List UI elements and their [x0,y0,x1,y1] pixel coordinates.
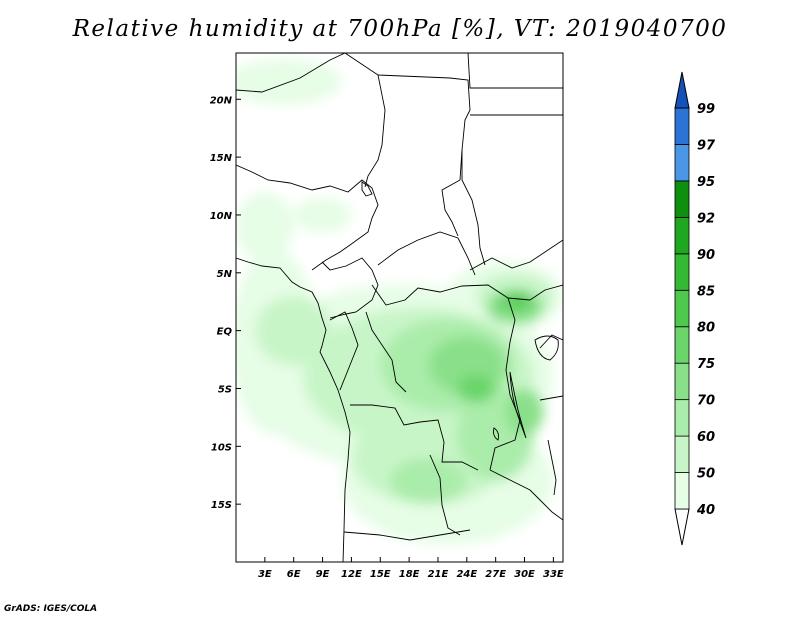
lake-chad [361,181,373,197]
border-gabon-congo [329,311,359,391]
longitude-ticks: 3E 6E 9E 12E 15E 18E 21E 24E 27E 30E 33E [258,557,564,580]
lake-malawi [547,439,557,496]
colorbar-label: 92 [697,211,715,226]
lake-tanganyika [509,371,527,439]
map-frame [235,52,564,563]
humidity-region [236,191,294,262]
humidity-region [293,197,352,233]
lon-tick-label: 33E [543,569,564,580]
colorbar-segment [674,326,690,364]
colorbar-label: 75 [697,357,715,372]
colorbar-segment [674,399,690,437]
lon-tick-label: 18E [399,569,420,580]
map-area: 3E 6E 9E 12E 15E 18E 21E 24E 27E 30E 33E 20N 15N 10N… [210,52,564,580]
colorbar-segment [674,107,690,145]
humidity-region [255,295,333,366]
colorbar-label: 85 [697,284,715,299]
lat-tick-label: 10N [210,211,233,222]
colorbar-label: 99 [697,102,715,117]
border-congo-drc [365,311,407,393]
lat-tick-label: 15N [210,153,233,164]
credit-label: GrADS: IGES/COLA [4,604,98,614]
map-title: Relative humidity at 700hPa [%], VT: 201… [72,16,728,42]
border-drc-angola [350,404,479,471]
lon-tick-label: 24E [456,569,477,580]
border-namibia [343,529,471,541]
lat-tick-label: 5S [218,384,232,395]
border-car-north [377,231,476,276]
colorbar: 40 50 60 70 75 80 85 90 92 95 97 99 [674,71,716,546]
border-sudan-south [469,239,563,271]
border-angola-zambia [429,454,461,536]
colorbar-label: 50 [697,467,715,482]
border-drc-east [489,297,521,471]
lat-tick-label: 10S [211,442,232,453]
border-car-south [371,284,531,306]
colorbar-label: 60 [697,430,715,445]
colorbar-segment [674,180,690,218]
humidity-region [457,374,496,403]
humidity-region [236,58,342,106]
lon-tick-label: 3E [258,569,272,580]
lake-mweru [493,427,499,441]
humidity-region [510,291,530,306]
colorbar-label: 70 [697,394,715,409]
humidity-region [389,457,467,505]
colorbar-segment [674,289,690,328]
colorbar-label: 40 [696,503,715,518]
colorbar-label: 80 [697,321,715,336]
lon-tick-label: 15E [370,569,391,580]
colorbar-label: 90 [697,248,715,263]
country-borders [236,53,563,562]
border-libya-egypt [467,53,563,89]
colorbar-segment [674,253,690,291]
border-zambia-mozambique [489,469,563,521]
border-sahel-north [236,53,346,93]
colorbar-segment [674,362,690,401]
colorbar-label: 97 [697,138,716,153]
lat-tick-label: EQ [217,327,233,338]
colorbar-segment [674,472,690,510]
colorbar-label: 95 [697,175,715,190]
lon-tick-label: 27E [485,569,506,580]
lon-tick-label: 12E [341,569,362,580]
colorbar-segment [674,435,690,473]
lat-tick-label: 15S [211,500,232,511]
colorbar-segment [674,144,690,182]
lon-tick-label: 30E [514,569,535,580]
latitude-ticks: 20N 15N 10N 5N EQ 5S 10S 15S [210,95,241,511]
humidity-region [505,388,544,435]
border-cameroon [321,257,379,319]
lon-tick-label: 6E [287,569,301,580]
colorbar-segment [674,216,690,255]
border-east-africa [529,284,563,401]
colorbar-low-triangle [674,508,690,546]
lon-tick-label: 9E [316,569,330,580]
lat-tick-label: 20N [210,95,233,106]
lat-tick-label: 5N [217,269,233,280]
lake-victoria [534,335,559,361]
border-chad-sudan [461,150,486,266]
lon-tick-label: 21E [428,569,449,580]
coastline-west-africa [236,257,351,562]
border-mali-niger [236,164,379,271]
colorbar-high-triangle [674,71,690,109]
